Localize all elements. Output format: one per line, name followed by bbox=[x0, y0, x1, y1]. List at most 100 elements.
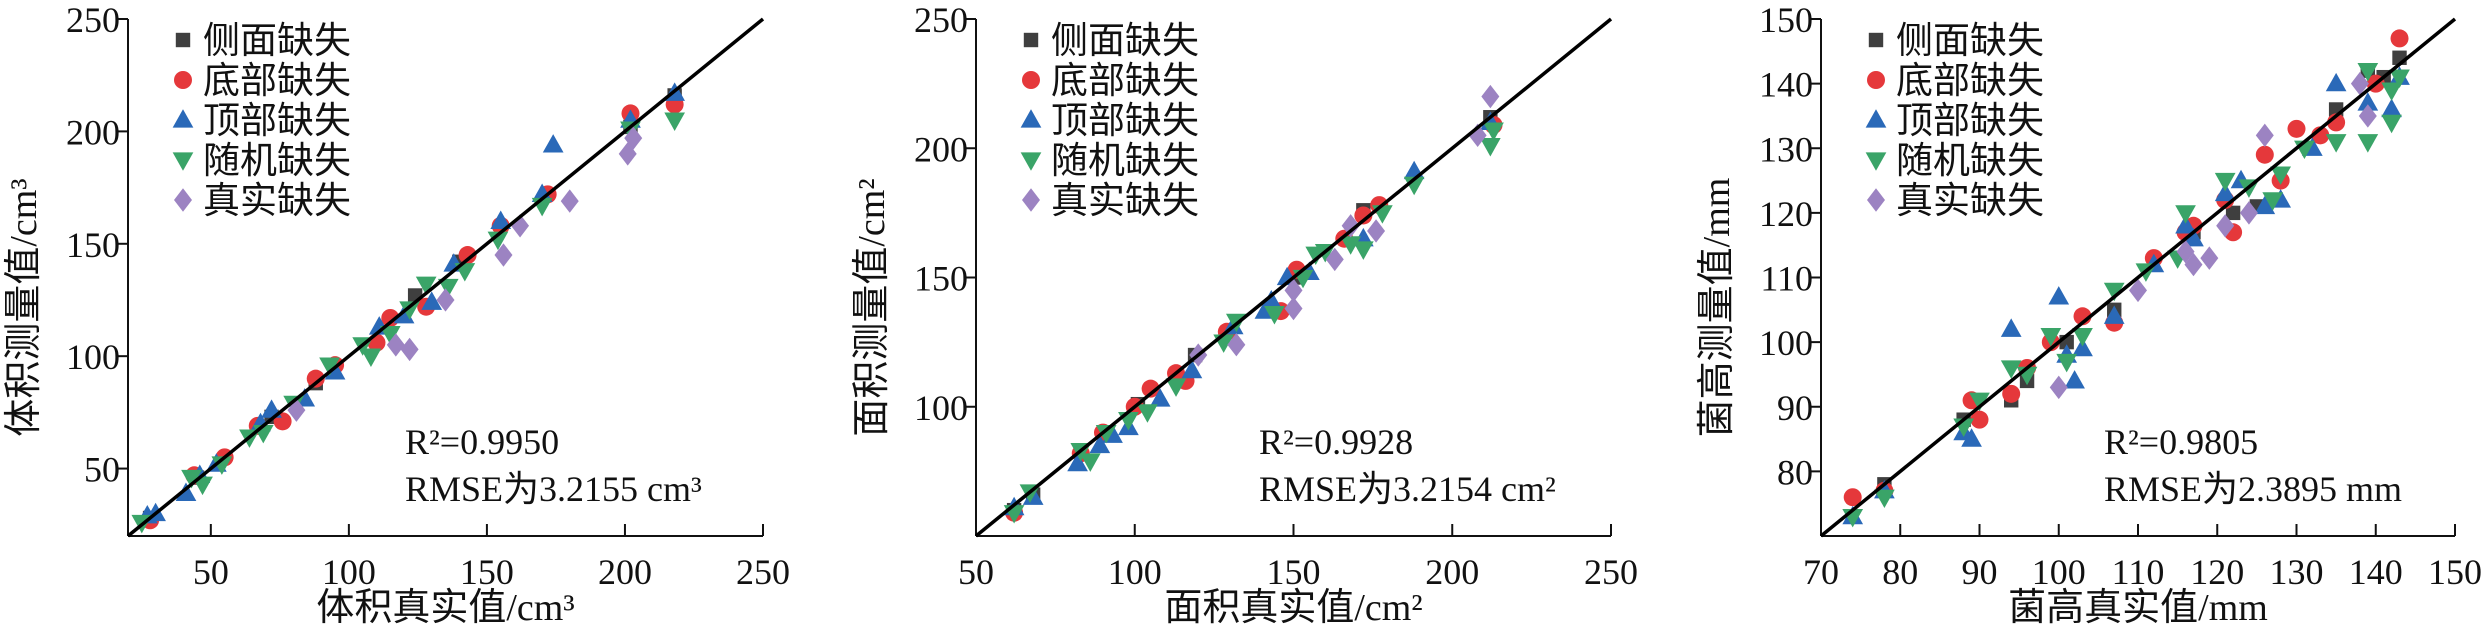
legend-marker-real bbox=[174, 188, 192, 212]
y-tick-label: 150 bbox=[914, 259, 968, 299]
data-point-random bbox=[1137, 404, 1158, 423]
data-point-real bbox=[2184, 252, 2203, 277]
data-point-real bbox=[2350, 71, 2369, 96]
data-point-random bbox=[1874, 489, 1895, 509]
data-point-real bbox=[494, 243, 513, 267]
legend-label: 侧面缺失 bbox=[203, 20, 351, 62]
data-point-top bbox=[421, 291, 443, 310]
data-point-random bbox=[360, 348, 382, 367]
data-point-random bbox=[2000, 360, 2022, 379]
legend-marker-bottom bbox=[1022, 71, 1040, 89]
y-tick-label: 90 bbox=[1777, 388, 1813, 428]
data-point-real bbox=[511, 214, 530, 238]
data-point-top bbox=[1961, 428, 1982, 447]
data-point-bottom bbox=[306, 369, 325, 388]
legend-label: 真实缺失 bbox=[1896, 180, 2044, 222]
data-point-random bbox=[399, 301, 420, 320]
data-point-top bbox=[2064, 370, 2085, 389]
data-point-random bbox=[1079, 453, 1101, 472]
data-point-random bbox=[2175, 205, 2196, 224]
data-point-real bbox=[386, 333, 405, 357]
data-point-random bbox=[2325, 134, 2347, 153]
x-tick-label: 80 bbox=[1882, 552, 1918, 592]
x-tick-label: 150 bbox=[460, 552, 514, 592]
data-point-real bbox=[1284, 296, 1303, 321]
data-point-random bbox=[2389, 69, 2410, 88]
data-point-random bbox=[1353, 241, 1374, 260]
data-point-real bbox=[2358, 104, 2377, 128]
legend-marker-side bbox=[1023, 32, 1039, 48]
data-point-random bbox=[319, 357, 340, 376]
data-point-top bbox=[2048, 286, 2070, 305]
data-point-side bbox=[2225, 205, 2241, 221]
data-point-random bbox=[487, 231, 509, 251]
data-point-top bbox=[2175, 215, 2196, 234]
data-point-real bbox=[2239, 201, 2258, 225]
y-tick-label: 140 bbox=[1759, 65, 1813, 105]
data-point-top bbox=[2072, 337, 2093, 357]
data-point-top bbox=[2000, 318, 2022, 337]
y-tick-label: 150 bbox=[66, 225, 120, 265]
legend-marker-bottom bbox=[174, 71, 192, 89]
legend-label: 底部缺失 bbox=[1896, 60, 2044, 102]
data-point-random bbox=[2357, 134, 2379, 153]
data-point-top bbox=[1067, 452, 1088, 472]
legend-label: 真实缺失 bbox=[203, 180, 351, 222]
legend-label: 底部缺失 bbox=[203, 60, 351, 102]
data-point-bottom bbox=[2287, 119, 2306, 138]
data-point-bottom bbox=[458, 246, 477, 265]
data-point-random bbox=[1340, 236, 1361, 255]
legend-marker-side bbox=[1868, 32, 1884, 48]
data-point-bottom bbox=[1970, 410, 1989, 429]
data-point-top bbox=[490, 210, 512, 229]
legend-marker-top bbox=[172, 109, 194, 128]
chart-panel-2: 50 100 150 200 250 100 150 200 250 面积真实值/cm² 面积测量值… bbox=[851, 0, 1638, 629]
legend-label: 底部缺失 bbox=[1051, 60, 1199, 102]
data-point-top bbox=[2254, 195, 2276, 215]
data-point-random bbox=[1165, 378, 1187, 397]
legend-label: 随机缺失 bbox=[203, 140, 351, 182]
data-point-random bbox=[1118, 412, 1139, 431]
x-axis-label: 体积真实值/cm³ bbox=[316, 587, 574, 629]
data-point-real bbox=[560, 189, 579, 213]
data-point-top bbox=[2325, 72, 2347, 92]
y-tick-label: 100 bbox=[1759, 323, 1813, 363]
data-point-random bbox=[1480, 138, 1501, 157]
data-point-real bbox=[2255, 123, 2274, 148]
data-point-real bbox=[1325, 247, 1344, 272]
legend-label: 随机缺失 bbox=[1051, 140, 1199, 182]
data-point-random bbox=[2040, 328, 2062, 347]
data-point-random bbox=[2103, 282, 2125, 302]
x-tick-label: 120 bbox=[2190, 552, 2244, 592]
y-tick-label: 100 bbox=[914, 388, 968, 428]
r-squared-annotation: R²=0.9805 bbox=[2104, 422, 2258, 462]
y-tick-label: 80 bbox=[1777, 452, 1813, 492]
y-tick-label: 50 bbox=[84, 450, 120, 490]
x-tick-label: 130 bbox=[2270, 552, 2324, 592]
data-point-random bbox=[437, 278, 459, 298]
chart-panel-3: 70 80 90 100 110 120 130 140 150 80 90 100 110 120 130… bbox=[1696, 0, 2481, 629]
data-point-bottom bbox=[1141, 379, 1160, 398]
x-tick-label: 150 bbox=[2428, 552, 2481, 592]
rmse-annotation: RMSE为2.3895 mm bbox=[2104, 469, 2402, 509]
data-point-random bbox=[2262, 192, 2284, 211]
data-point-bottom bbox=[1354, 206, 1373, 225]
rmse-annotation: RMSE为3.2155 cm³ bbox=[405, 469, 702, 509]
data-point-top bbox=[2214, 182, 2236, 202]
data-point-random bbox=[1095, 424, 1117, 444]
data-point-random bbox=[2381, 82, 2402, 101]
series-real bbox=[287, 126, 643, 422]
data-point-random bbox=[211, 456, 233, 475]
y-tick-label: 110 bbox=[1760, 259, 1813, 299]
data-point-top bbox=[1260, 289, 1282, 309]
data-point-real bbox=[2129, 278, 2147, 303]
data-point-top bbox=[1149, 388, 1171, 407]
y-tick-label: 250 bbox=[66, 0, 120, 40]
data-point-top bbox=[1089, 434, 1111, 454]
reference-line-y-equals-x bbox=[126, 17, 765, 538]
y-tick-label: 150 bbox=[1759, 0, 1813, 40]
data-point-real bbox=[1367, 219, 1386, 243]
